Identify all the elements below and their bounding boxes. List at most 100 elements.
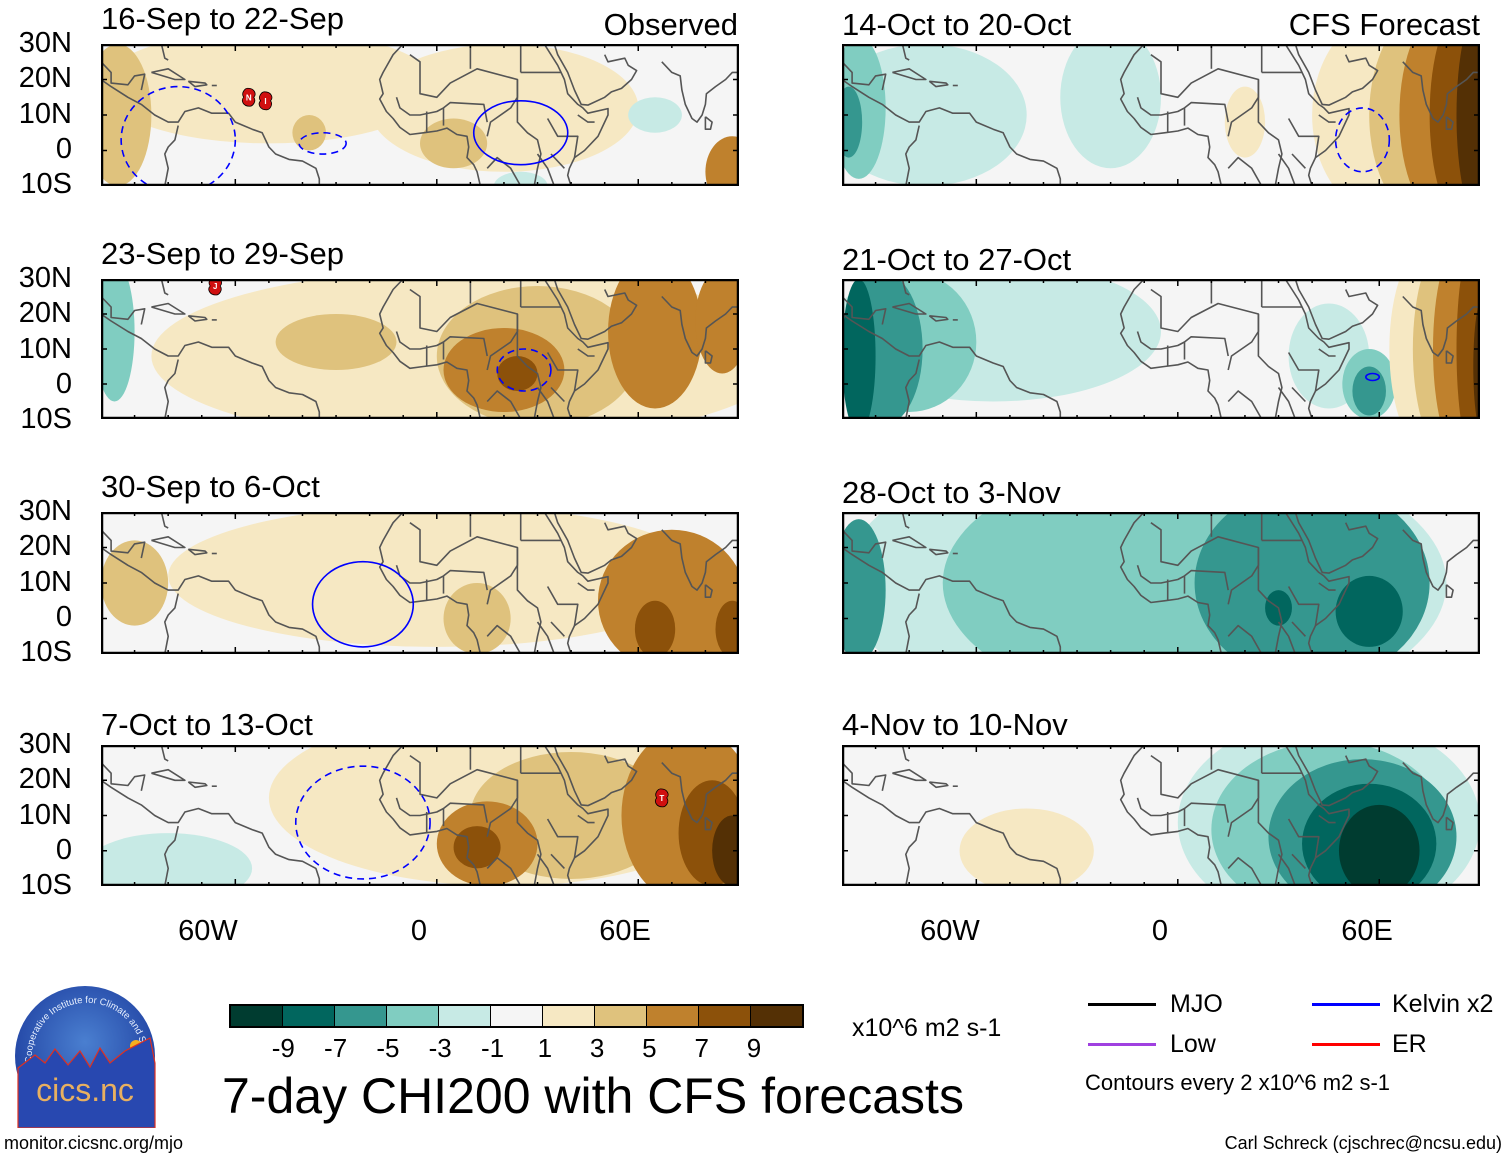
anomaly-shade [628,97,682,133]
map-panel-observed-3 [101,512,739,654]
coastline [378,512,482,654]
coastline [536,153,556,186]
cics-logo: Cooperative Institute for Climate and Sa… [10,983,156,1128]
anomaly-shade [842,519,886,654]
colorbar-tick-label: 7 [694,1033,709,1063]
kelvin-contour [496,348,552,392]
coastline [1294,279,1379,341]
coastline [842,762,887,791]
anomaly-shade [275,314,397,370]
colorbar-tick-label: 5 [642,1033,657,1063]
coastline [1136,565,1229,591]
anomaly-field [842,44,1480,186]
coastline [1257,79,1283,186]
coastline [1227,857,1263,886]
anomaly-shade [101,44,152,186]
coastline [661,61,739,123]
coastline [1136,97,1229,123]
anomaly-shade [1338,804,1420,886]
y-tick-label: 10N [18,565,72,598]
coastline [1119,44,1223,186]
coastline [1119,279,1223,419]
x-tick-label: 60W [920,915,980,947]
coastline [409,54,519,137]
coastlines [842,44,1480,186]
x-tick-label: 60E [599,915,651,947]
anomaly-shade [443,583,511,654]
colorbar-tick-label: -1 [480,1033,505,1063]
coastlines [842,745,1480,886]
coastline [928,781,949,789]
colorbar-swatch [231,1006,283,1026]
coastline [1287,818,1320,858]
coastline [395,331,488,357]
coastline [516,314,542,419]
coastline [553,512,638,574]
coastline [486,857,522,886]
map-panel-forecast-3 [842,512,1480,654]
tropical-cyclone-icon: T [655,788,669,808]
colorbar-units: x10^6 m2 s-1 [852,1014,1002,1042]
coastline [543,279,609,419]
coastline [1318,582,1336,591]
coastline [516,79,542,186]
coastline [842,529,887,559]
tropical-cyclone-icon: N [242,87,256,107]
coastline [187,781,208,789]
x-tick-label: 0 [1151,915,1169,947]
kelvin-contour [298,131,347,155]
coastline [101,78,321,186]
coastline [1136,797,1229,823]
storm-label: N [246,93,252,102]
y-tick-label: 30N [18,262,72,294]
coastline [163,125,179,186]
x-tick-label: 60W [178,915,238,947]
y-tick-label: 30N [18,495,72,527]
anomaly-shade [101,279,135,402]
footer-url[interactable]: monitor.cicsnc.org/mjo [4,1133,184,1153]
coastline [904,359,920,419]
coastline [151,768,186,782]
coastline [546,352,579,392]
coastline [101,61,146,91]
coastline [163,359,179,419]
colorbar-swatch [283,1006,335,1026]
coastline [1284,745,1350,886]
coastline [160,745,169,762]
coastline [704,816,713,831]
anomaly-shade [101,833,253,886]
coastlines [101,279,739,419]
coastline [904,825,920,886]
coastline [1291,621,1306,637]
coastline [1445,350,1454,364]
colorbar-swatch [699,1006,751,1026]
legend-line-low [1088,1043,1156,1046]
coastline [409,522,519,605]
coastline [1318,814,1336,824]
y-tick-label: 0 [55,833,72,866]
coastline [1257,314,1283,419]
contour-note: Contours every 2 x10^6 m2 s-1 [1085,1070,1391,1095]
coastline [1445,584,1454,598]
coastline [187,80,208,88]
colorbar-tick-label: 1 [537,1033,553,1063]
panel-title: 4-Nov to 10-Nov [842,707,1068,742]
kelvin-contour [472,99,569,166]
y-tick-label: 10S [20,869,72,901]
anomaly-shade [842,86,863,158]
forecast-label: CFS Forecast [1288,7,1480,42]
anomaly-field: T [101,745,739,886]
coastline [842,779,1062,886]
colorbar-swatch [387,1006,439,1026]
panel-title: 7-Oct to 13-Oct [101,707,313,742]
panel-title: 28-Oct to 3-Nov [842,475,1061,510]
y-tick-label: 0 [55,132,72,165]
anomaly-shade [497,356,538,391]
coastline [378,44,482,186]
coastline [550,853,565,869]
coastline [546,818,579,858]
coastline [1294,745,1379,807]
coastline [1402,529,1480,591]
anomaly-shade [608,279,703,409]
